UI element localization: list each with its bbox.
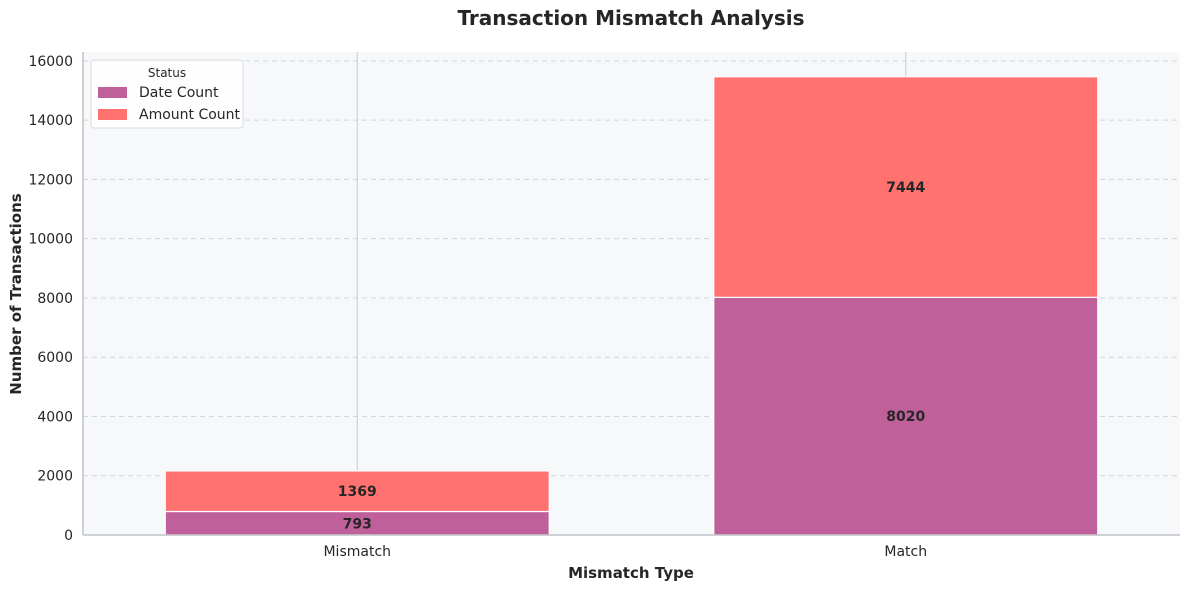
bar-segment xyxy=(164,470,550,513)
y-tick-label: 6000 xyxy=(37,350,73,366)
tick-labels: 0 2000 4000 6000 8000 10000 12000 14000 16000 Mis… xyxy=(28,54,927,560)
bars xyxy=(164,76,1099,536)
bar-segment xyxy=(713,76,1099,298)
y-tick-label: 2000 xyxy=(37,469,73,485)
y-tick-label: 16000 xyxy=(28,54,73,70)
x-axis-label: Mismatch Type xyxy=(568,564,694,582)
y-tick-label: 4000 xyxy=(37,409,73,425)
x-tick-label: Mismatch xyxy=(323,544,391,560)
y-tick-label: 0 xyxy=(64,528,73,544)
y-tick-label: 12000 xyxy=(28,172,73,188)
data-labels: 793 1369 8020 7444 xyxy=(338,180,926,532)
legend: Status Date Count Amount Count xyxy=(90,59,244,129)
data-label: 793 xyxy=(343,516,372,532)
data-label: 8020 xyxy=(886,409,925,425)
data-label: 1369 xyxy=(338,484,377,500)
axes xyxy=(82,52,1180,536)
y-tick-label: 10000 xyxy=(28,232,73,248)
legend-swatch xyxy=(98,109,127,120)
data-label: 7444 xyxy=(886,180,925,196)
y-axis-label: Number of Transactions xyxy=(7,193,25,394)
legend-box xyxy=(90,59,244,129)
legend-swatch xyxy=(98,87,127,98)
y-tick-label: 14000 xyxy=(28,113,73,129)
legend-title: Status xyxy=(148,66,186,80)
legend-items: Date Count Amount Count xyxy=(98,85,241,123)
chart-title: Transaction Mismatch Analysis xyxy=(457,6,804,30)
y-tick-label: 8000 xyxy=(37,291,73,307)
legend-label: Date Count xyxy=(139,85,219,101)
bar-segment xyxy=(713,296,1099,536)
x-tick-label: Match xyxy=(884,544,927,560)
legend-label: Amount Count xyxy=(139,107,241,123)
